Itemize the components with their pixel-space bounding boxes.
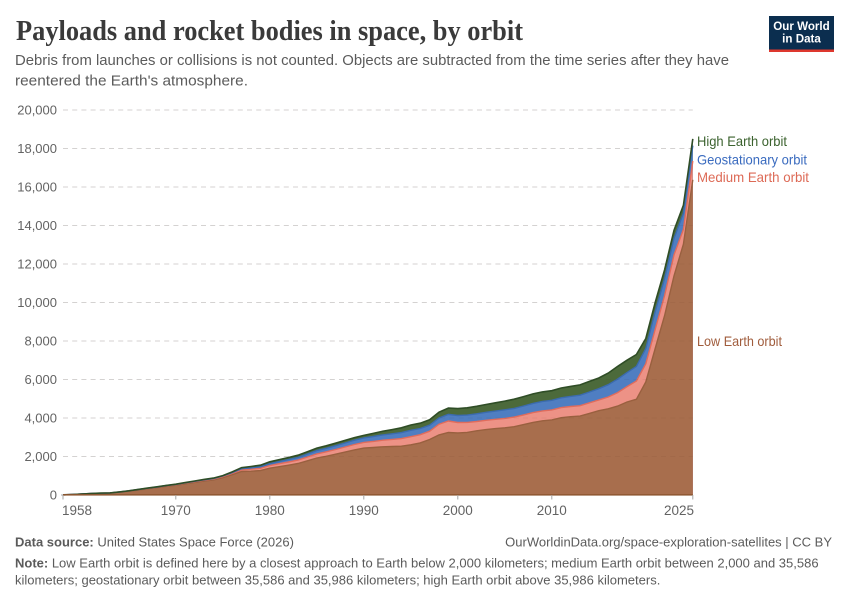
svg-text:2,000: 2,000 — [24, 449, 57, 464]
svg-text:6,000: 6,000 — [24, 372, 57, 387]
svg-text:2000: 2000 — [443, 503, 473, 518]
svg-text:OurWorldinData.org/space-explo: OurWorldinData.org/space-exploration-sat… — [505, 535, 832, 550]
svg-text:Data source: United States Spa: Data source: United States Space Force (… — [15, 535, 294, 550]
svg-text:4,000: 4,000 — [24, 411, 57, 426]
svg-text:18,000: 18,000 — [17, 141, 57, 156]
svg-text:1970: 1970 — [161, 503, 191, 518]
svg-text:Low Earth orbit: Low Earth orbit — [697, 333, 782, 349]
svg-text:12,000: 12,000 — [17, 257, 57, 272]
svg-text:8,000: 8,000 — [24, 334, 57, 349]
svg-text:2025: 2025 — [664, 503, 694, 518]
svg-text:1958: 1958 — [62, 503, 92, 518]
svg-text:Our World: Our World — [773, 20, 829, 33]
svg-text:10,000: 10,000 — [17, 295, 57, 310]
svg-text:Geostationary orbit: Geostationary orbit — [697, 152, 807, 168]
svg-text:Medium Earth orbit: Medium Earth orbit — [697, 169, 809, 185]
svg-text:14,000: 14,000 — [17, 218, 57, 233]
svg-text:20,000: 20,000 — [17, 103, 57, 118]
svg-text:2010: 2010 — [537, 503, 567, 518]
svg-text:kilometers; geostationary orbi: kilometers; geostationary orbit between … — [15, 573, 660, 588]
svg-text:reentered the Earth's atmosphe: reentered the Earth's atmosphere. — [15, 74, 248, 90]
svg-text:Payloads and rocket bodies in: Payloads and rocket bodies in space, by … — [16, 16, 524, 47]
svg-text:Debris from launches or collis: Debris from launches or collisions is no… — [15, 53, 729, 69]
svg-text:0: 0 — [50, 488, 57, 503]
svg-text:1990: 1990 — [349, 503, 379, 518]
svg-text:16,000: 16,000 — [17, 180, 57, 195]
svg-text:Note: Low Earth orbit is defin: Note: Low Earth orbit is defined here by… — [15, 556, 819, 571]
svg-text:1980: 1980 — [255, 503, 285, 518]
svg-text:High Earth orbit: High Earth orbit — [697, 133, 787, 149]
svg-text:in Data: in Data — [782, 32, 821, 45]
